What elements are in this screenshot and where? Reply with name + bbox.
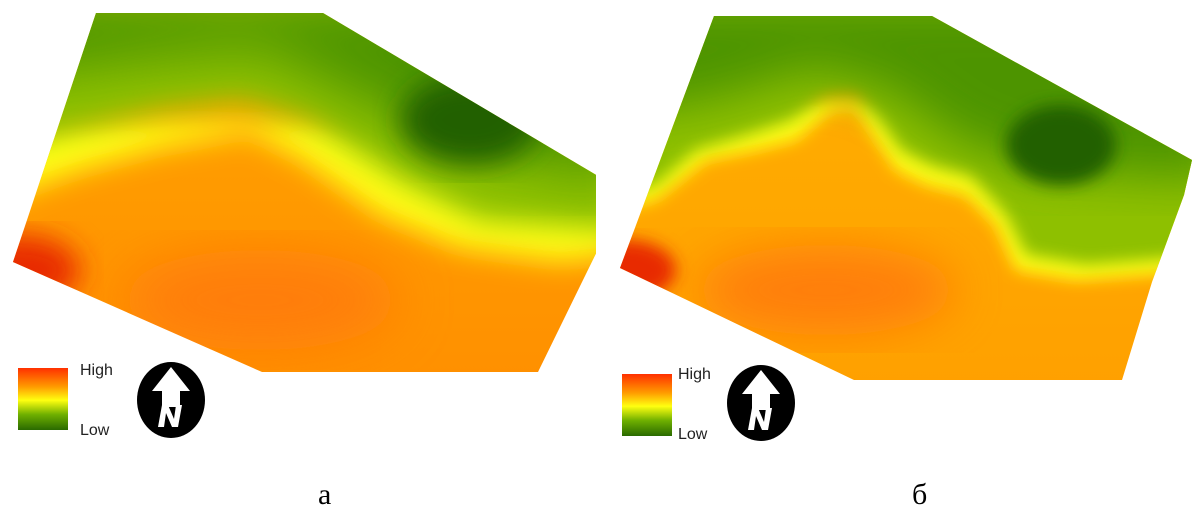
interpolation-map-b (620, 16, 1192, 380)
legend: High Low (18, 362, 138, 439)
north-arrow-icon (726, 364, 796, 442)
interpolation-map-a (13, 13, 596, 372)
legend: High Low (622, 366, 742, 444)
legend-color-ramp (18, 368, 68, 430)
legend-low-label: Low (80, 422, 110, 439)
map-panel-b: High Low б (596, 0, 1192, 516)
legend-high-label: High (678, 366, 711, 383)
panel-caption: б (912, 478, 928, 511)
legend-high-label: High (80, 362, 113, 379)
panel-caption: а (318, 478, 332, 511)
map-panel-a: High Low а (13, 13, 596, 511)
legend-color-ramp (622, 374, 672, 436)
legend-low-label: Low (678, 426, 708, 443)
north-arrow-icon (136, 361, 206, 439)
